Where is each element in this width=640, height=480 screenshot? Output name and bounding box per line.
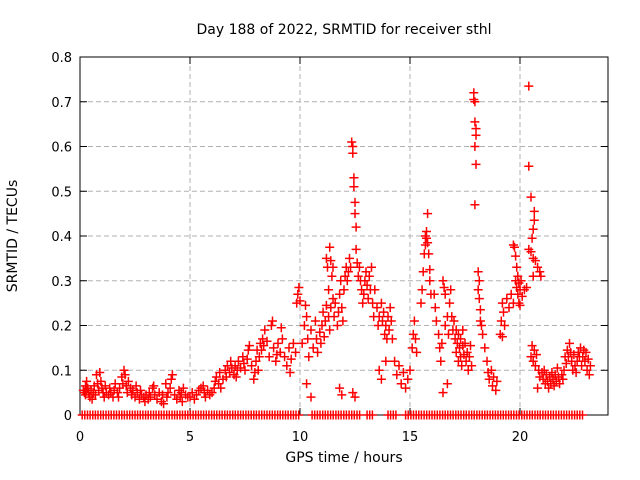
x-tick-label: 15 bbox=[402, 430, 419, 445]
y-tick-label: 0.1 bbox=[51, 364, 72, 379]
zero-value-markers bbox=[77, 410, 587, 420]
y-axis-label: SRMTID / TECUs bbox=[5, 180, 21, 293]
x-tick-label: 0 bbox=[76, 430, 84, 445]
y-tick-label: 0.5 bbox=[51, 185, 72, 200]
y-tick-label: 0.6 bbox=[51, 141, 72, 156]
tick-labels: 0 5 10 15 20 0 0.1 0.2 0.3 0.4 0.5 0.6 0.7 0.8 bbox=[51, 51, 528, 445]
y-tick-label: 0.8 bbox=[51, 51, 72, 66]
y-tick-label: 0.3 bbox=[51, 275, 72, 290]
x-tick-label: 5 bbox=[186, 430, 194, 445]
y-tick-label: 0.4 bbox=[51, 230, 72, 245]
x-tick-label: 10 bbox=[292, 430, 309, 445]
chart-title: Day 188 of 2022, SRMTID for receiver sth… bbox=[197, 22, 492, 38]
x-tick-label: 20 bbox=[512, 430, 529, 445]
y-tick-label: 0.2 bbox=[51, 320, 72, 335]
x-axis-label: GPS time / hours bbox=[285, 450, 402, 466]
y-tick-label: 0 bbox=[64, 409, 72, 424]
scatter-points bbox=[78, 81, 595, 409]
y-tick-label: 0.7 bbox=[51, 96, 72, 111]
axis-ticks bbox=[79, 56, 608, 416]
